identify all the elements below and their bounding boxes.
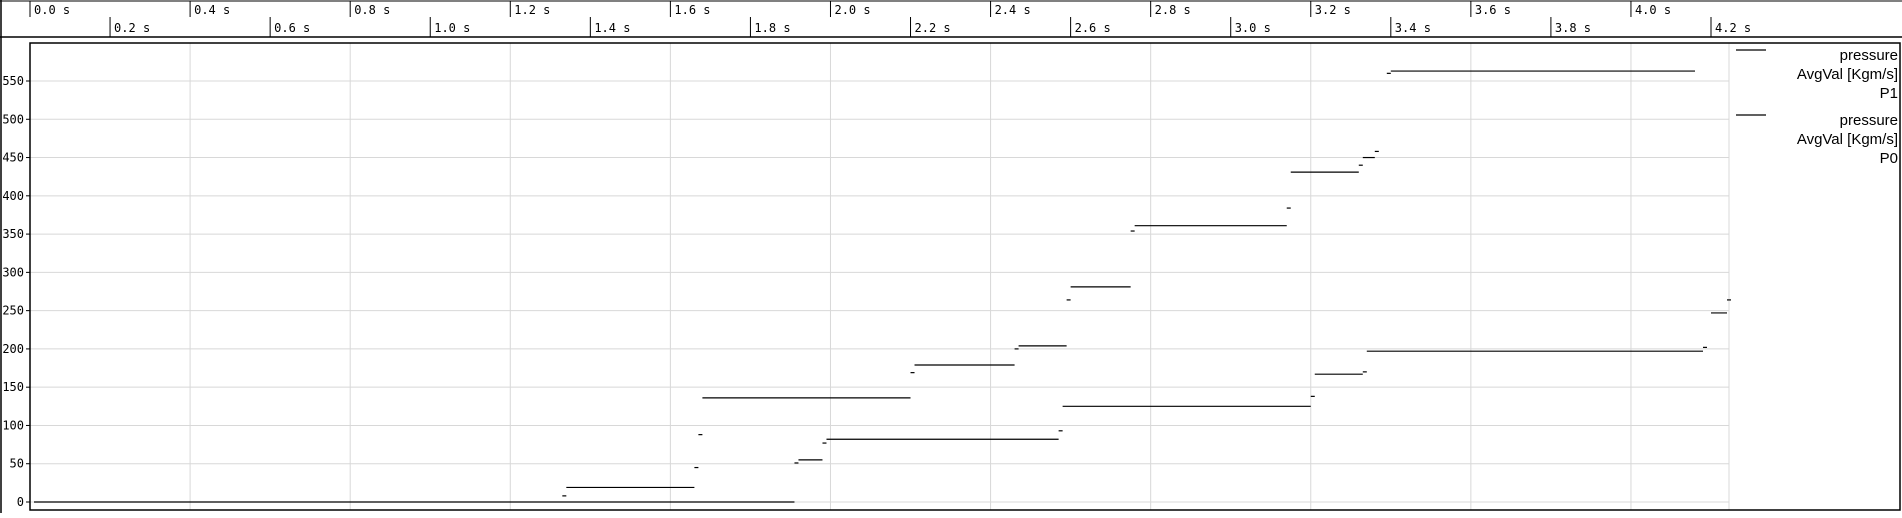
grid (30, 43, 1730, 510)
legend-entry-2: pressure AvgVal [Kgm/s] P0 (1736, 112, 1898, 167)
y-tick-label: 400 (2, 189, 24, 203)
x-tick-label: 1.2 s (514, 3, 550, 17)
x-tick-label: 0.4 s (194, 3, 230, 17)
legend-label: pressure (1840, 112, 1898, 129)
x-tick-label: 0.6 s (274, 21, 310, 35)
legend-label: P0 (1880, 150, 1898, 167)
y-tick-label: 300 (2, 265, 24, 279)
legend-entry-1: pressure AvgVal [Kgm/s] P1 (1736, 47, 1898, 102)
x-tick-label: 1.4 s (594, 21, 630, 35)
series-layer (34, 70, 1732, 503)
x-tick-label: 2.2 s (915, 21, 951, 35)
y-tick-label: 0 (17, 495, 24, 509)
x-tick-label: 1.6 s (674, 3, 710, 17)
x-tick-label: 0.2 s (114, 21, 150, 35)
x-tick-label: 2.0 s (834, 3, 870, 17)
x-tick-label: 3.4 s (1395, 21, 1431, 35)
y-tick-label: 450 (2, 151, 24, 165)
legend-label: P1 (1880, 85, 1898, 102)
legend-label: AvgVal [Kgm/s] (1797, 131, 1898, 148)
x-tick-label: 2.4 s (995, 3, 1031, 17)
x-tick-label: 3.8 s (1555, 21, 1591, 35)
x-tick-label: 3.6 s (1475, 3, 1511, 17)
legend: pressure AvgVal [Kgm/s] P1 pressure AvgVal [… (1736, 47, 1898, 167)
y-tick-label: 50 (10, 457, 24, 471)
y-tick-label: 250 (2, 304, 24, 318)
x-tick-label: 3.2 s (1315, 3, 1351, 17)
series-line-2 (794, 299, 1732, 464)
x-tick-label: 0.0 s (34, 3, 70, 17)
y-tick-label: 150 (2, 380, 24, 394)
y-tick-label: 350 (2, 227, 24, 241)
legend-label: pressure (1840, 47, 1898, 64)
x-tick-label: 1.8 s (754, 21, 790, 35)
x-tick-label: 2.6 s (1075, 21, 1111, 35)
y-axis: 0 50 100 150 200 250 300 350 400 450 500 550 (2, 74, 30, 509)
y-tick-label: 200 (2, 342, 24, 356)
x-tick-label: 4.2 s (1715, 21, 1751, 35)
x-tick-label: 2.8 s (1155, 3, 1191, 17)
y-tick-label: 550 (2, 74, 24, 88)
y-tick-label: 500 (2, 112, 24, 126)
x-tick-label: 3.0 s (1235, 21, 1271, 35)
series-line-1 (34, 70, 1695, 503)
plot-frame (29, 42, 1901, 511)
x-tick-label: 4.0 s (1635, 3, 1671, 17)
legend-label: AvgVal [Kgm/s] (1797, 66, 1898, 83)
x-axis-bar-bg (0, 0, 1902, 37)
x-tick-label: 1.0 s (434, 21, 470, 35)
x-tick-label: 0.8 s (354, 3, 390, 17)
y-tick-label: 100 (2, 418, 24, 432)
